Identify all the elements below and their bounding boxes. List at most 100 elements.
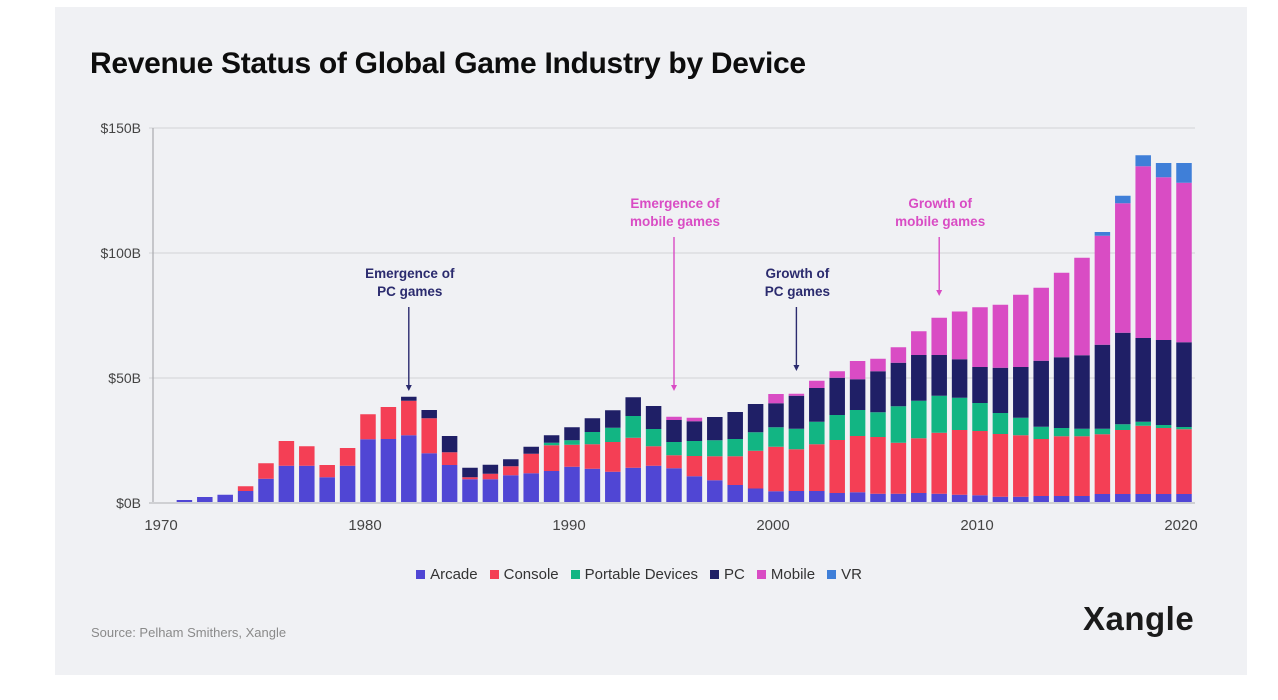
bar-segment-console [645,446,662,466]
bar-segment-portable-devices [849,410,866,436]
bar-segment-arcade [1013,496,1029,503]
bar-segment-console [462,477,478,480]
x-tick-label: 1970 [144,517,177,534]
bar-segment-mobile [666,416,682,420]
bar-segment-portable-devices [543,442,560,446]
bar-segment-console [992,434,1009,497]
bar-segment-console [829,440,845,493]
bar-segment-pc [707,417,723,441]
x-tick-label: 2000 [756,517,789,534]
chart-title: Revenue Status of Global Game Industry b… [90,47,806,80]
bar-segment-pc [911,355,927,401]
bar-segment-portable-devices [605,427,621,442]
bar-segment-arcade [645,465,662,503]
bar-segment-arcade [747,488,764,503]
bar-segment-arcade [380,439,397,503]
annotation-arrow-head-icon [936,290,943,296]
bar-segment-pc [1176,342,1192,427]
bar-segment-mobile [992,304,1009,368]
annotation-label: Emergence of [630,196,720,211]
bar-segment-arcade [911,493,927,503]
bar-segment-arcade [768,491,784,503]
bar-segment-portable-devices [1176,427,1192,430]
bar-segment-console [625,437,641,468]
bar-segment-pc [1115,332,1131,425]
source-note: Source: Pelham Smithers, Xangle [91,625,287,640]
bar-segment-mobile [890,347,907,363]
bar-segment-vr [1176,163,1192,183]
bar-segment-arcade [421,453,437,503]
bar-segment-arcade [1155,494,1172,503]
bar-segment-mobile [1013,294,1029,367]
x-tick-label: 1990 [552,517,585,534]
bar-segment-pc [584,418,601,432]
bar-segment-console [605,442,621,472]
bar-segment-arcade [605,471,621,503]
bar-segment-pc [931,355,947,396]
annotations: Emergence of PC games Emergence of mobile g… [365,196,985,391]
bar-segment-mobile [1033,287,1049,361]
bar-segment-mobile [809,380,825,388]
legend-swatch-icon [710,570,720,579]
bar-segment-console [870,437,886,494]
bar-segment-arcade [503,475,519,503]
bar-segment-arcade [441,465,458,503]
bar-segment-arcade [931,493,947,503]
bar-segment-console [380,407,397,439]
bar-segment-arcade [564,466,580,503]
bar-segment-pc [462,467,478,478]
bar-segment-portable-devices [707,440,723,457]
bar-segment-pc [768,403,784,428]
bar-segment-pc [1053,357,1070,428]
bar-segment-console [931,432,947,494]
bar-segment-vr [1094,232,1111,236]
bar-segment-arcade [319,477,335,503]
bar-segment-mobile [1176,182,1192,343]
bar-segment-mobile [1053,272,1070,358]
bar-segment-pc [625,397,641,416]
bar-segment-mobile [788,393,805,396]
legend-label: Mobile [770,566,816,583]
bar-segment-vr [1155,163,1172,178]
bar-segment-pc [401,396,417,401]
bar-segment-pc [727,412,743,439]
bar-segment-portable-devices [1074,428,1090,437]
bar-segment-pc [1033,360,1049,427]
bar-segment-console [421,418,437,454]
bar-segment-pc [686,421,703,441]
bar-segment-arcade [462,479,478,503]
bar-segment-vr [1115,195,1131,204]
bar-segment-console [666,455,682,469]
legend-item-arcade: Arcade [416,566,478,583]
bar-segment-vr [1135,155,1151,167]
bar-segment-portable-devices [727,439,743,457]
bar-segment-mobile [829,371,845,378]
bar-segment-mobile [931,317,947,355]
bar-segment-console [1094,434,1111,494]
bar-segment-portable-devices [584,432,601,445]
bar-segment-arcade [727,485,743,503]
bar-segment-portable-devices [1115,424,1131,430]
bar-segment-pc [829,377,845,415]
bar-segment-pc [992,367,1009,413]
bar-segment-console [1115,430,1131,494]
x-tick-label: 2020 [1164,517,1197,534]
bar-segment-portable-devices [931,395,947,433]
bar-segment-console [707,456,723,481]
bar-segment-console [890,442,907,494]
bar-segment-arcade [237,491,254,503]
bar-segment-mobile [849,361,866,380]
bar-segment-pc [890,362,907,407]
bar-segment-console [788,449,805,491]
bar-segment-portable-devices [829,415,845,440]
bar-segment-portable-devices [870,412,886,437]
bar-segment-portable-devices [1135,421,1151,426]
bar-segment-mobile [1155,177,1172,340]
bar-segment-arcade [339,465,356,503]
bar-segment-arcade [707,480,723,503]
bar-segment-console [278,441,295,466]
bar-segment-arcade [258,478,274,503]
legend-label: Console [503,566,559,583]
bar-segment-pc [523,446,539,454]
bar-segment-console [1053,436,1070,496]
